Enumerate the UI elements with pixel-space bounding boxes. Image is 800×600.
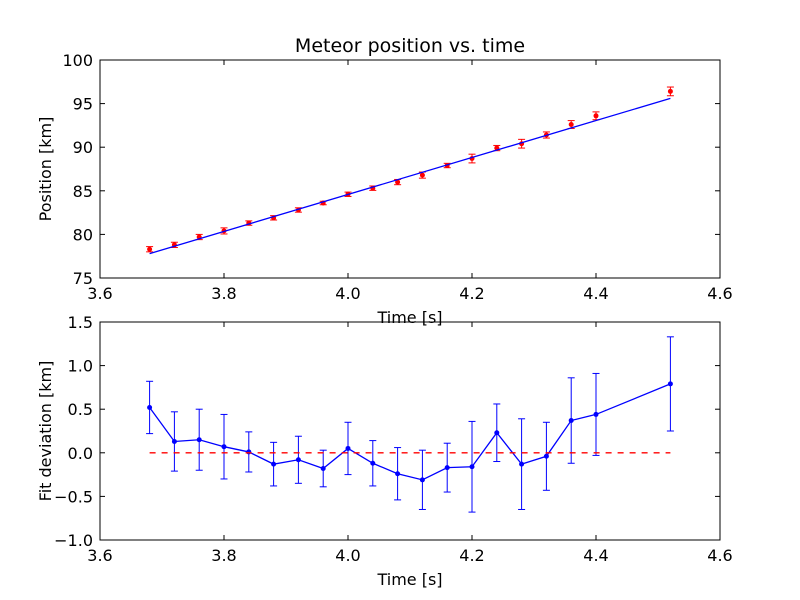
data-point	[147, 246, 153, 252]
data-point	[395, 179, 401, 185]
data-point	[568, 418, 574, 424]
data-point	[419, 477, 425, 483]
data-point	[395, 471, 401, 477]
data-point	[667, 381, 673, 387]
x-axis-label: Time [s]	[376, 570, 442, 589]
y-tick-label: 100	[62, 51, 93, 70]
panel-1: 3.6 3.8 4.0 4.2 4.4 4.6 75 80 85 90 95 100 Meteor po…	[36, 35, 733, 327]
y-tick-label: −0.5	[54, 487, 93, 506]
y-tick-label: 0.5	[68, 400, 93, 419]
data-point	[196, 437, 202, 443]
deviation-line	[149, 383, 671, 481]
data-point	[469, 464, 475, 470]
x-axis-label: Time [s]	[376, 308, 442, 327]
y-tick-label: 95	[73, 95, 93, 114]
data-point	[667, 88, 673, 94]
y-tick-label: 80	[73, 225, 93, 244]
x-tick-label: 3.6	[87, 546, 112, 565]
x-tick-label: 4.4	[583, 284, 608, 303]
y-tick-label: 1.5	[68, 313, 93, 332]
data-point	[345, 445, 351, 451]
y-axis-label: Position [km]	[36, 117, 55, 222]
data-point	[370, 460, 376, 466]
y-tick-label: 85	[73, 182, 93, 201]
x-tick-label: 4.6	[707, 284, 732, 303]
y-tick-label: 90	[73, 138, 93, 157]
data-point	[543, 453, 549, 459]
axes-frame	[99, 321, 721, 541]
x-tick-label: 4.4	[583, 546, 608, 565]
data-point	[494, 430, 500, 436]
x-tick-label: 3.8	[211, 284, 236, 303]
series-fit-line	[149, 97, 671, 255]
x-tick-label: 3.6	[87, 284, 112, 303]
y-tick-label: 1.0	[68, 357, 93, 376]
data-point	[147, 404, 153, 410]
y-axis-label: Fit deviation [km]	[36, 361, 55, 502]
data-point	[295, 457, 301, 463]
x-tick-label: 4.6	[707, 546, 732, 565]
x-tick-label: 4.2	[459, 546, 484, 565]
x-tick-label: 3.8	[211, 546, 236, 565]
data-point	[271, 461, 277, 467]
data-point	[171, 438, 177, 444]
axes-frame	[99, 59, 721, 279]
x-tick-label: 4.0	[335, 546, 360, 565]
y-tick-label: 75	[73, 269, 93, 288]
chart-title: Meteor position vs. time	[295, 35, 525, 57]
series-line-with-errorbars	[146, 336, 674, 513]
data-point	[593, 113, 599, 119]
data-point	[320, 465, 326, 471]
fit-line	[149, 97, 671, 255]
data-point	[221, 444, 227, 450]
y-tick-label: −1.0	[54, 531, 93, 550]
data-point	[444, 465, 450, 471]
y-tick-label: 0.0	[68, 444, 93, 463]
data-point	[593, 411, 599, 417]
x-tick-label: 4.0	[335, 284, 360, 303]
data-point	[419, 172, 425, 178]
x-tick-label: 4.2	[459, 284, 484, 303]
data-point	[519, 461, 525, 467]
data-point	[246, 449, 252, 455]
panel-2: 3.6 3.8 4.0 4.2 4.4 4.6 −1.0 −0.5 0.0 0.5 1.0 1.5 Ti…	[36, 313, 733, 589]
series-points-with-errorbars	[146, 86, 674, 253]
data-point	[568, 122, 574, 128]
